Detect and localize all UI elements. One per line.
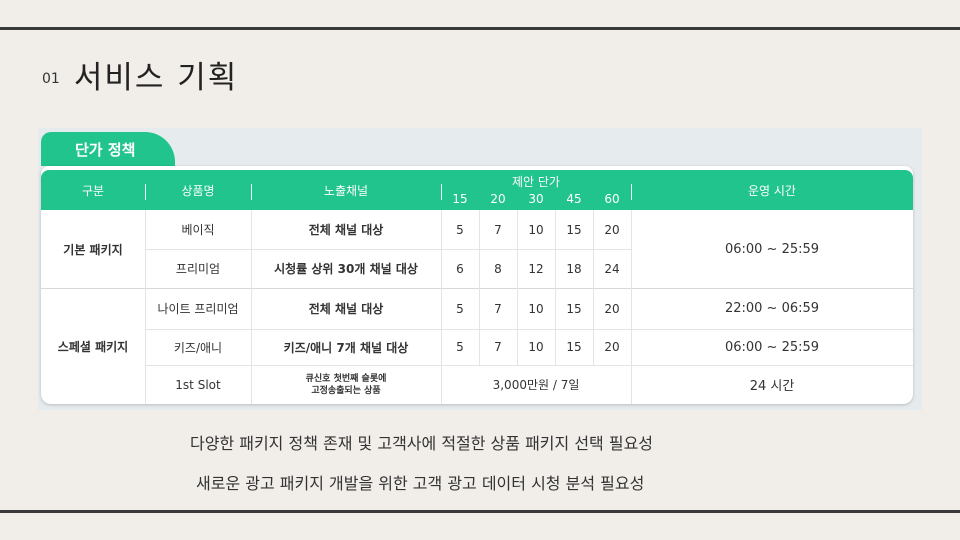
price-cell: 8 [494, 261, 502, 276]
price-cell: 15 [566, 222, 582, 237]
row-night-premium-product: 나이트 프리미엄 [157, 302, 239, 316]
header-price-15: 15 [452, 192, 468, 206]
group-special-package: 스페셜 패키지 [57, 339, 129, 354]
note-2: 새로운 광고 패키지 개발을 위한 고객 광고 데이터 시청 분석 필요성 [196, 474, 645, 493]
header-price-60: 60 [604, 192, 620, 206]
price-cell: 5 [456, 301, 464, 316]
slide-title-text: 서비스 기획 [73, 60, 239, 96]
col-divider [145, 210, 146, 404]
header-price: 제안 단가 [512, 174, 560, 189]
first-slot-hours: 24 시간 [749, 379, 795, 394]
slide-title: 01 서비스 기획 [42, 52, 238, 97]
row-premium-product: 프리미엄 [175, 262, 221, 276]
col-divider [517, 210, 518, 365]
header-price-30: 30 [528, 192, 544, 206]
first-slot-channel-line1: 큐신호 첫번째 슬롯에 [305, 373, 387, 384]
price-cell: 24 [604, 261, 620, 276]
row-first-slot-channel: 큐신호 첫번째 슬롯에 고정송출되는 상품 [251, 365, 441, 404]
row-basic-product: 베이직 [181, 223, 215, 237]
price-cell: 7 [494, 340, 502, 354]
header-separator [631, 184, 632, 200]
price-table: 구분 상품명 노출채널 제안 단가 15 20 30 45 60 운영 시간 기… [41, 166, 913, 404]
col-divider [631, 210, 632, 404]
price-cell: 5 [456, 222, 464, 237]
night-hours: 22:00 ~ 06:59 [724, 301, 820, 316]
header-separator [251, 184, 252, 200]
header-separator [145, 184, 146, 200]
row-night-premium-channel: 전체 채널 대상 [308, 302, 384, 316]
price-cell: 15 [566, 301, 582, 316]
row-divider [145, 249, 631, 250]
table-header: 구분 상품명 노출채널 제안 단가 15 20 30 45 60 운영 시간 [41, 170, 913, 210]
col-divider [555, 210, 556, 365]
slide-number: 01 [42, 71, 60, 87]
price-cell: 18 [566, 261, 582, 276]
group-divider [41, 288, 913, 289]
price-cell: 20 [604, 301, 620, 316]
price-cell: 10 [528, 222, 544, 237]
row-premium-channel: 시청률 상위 30개 채널 대상 [274, 262, 418, 276]
header-separator [441, 184, 442, 200]
col-divider [251, 210, 252, 404]
row-divider [145, 365, 913, 366]
basic-hours: 06:00 ~ 25:59 [724, 241, 820, 257]
price-cell: 15 [566, 340, 582, 354]
tab-price-policy[interactable]: 단가 정책 [41, 132, 175, 166]
row-kids-product: 키즈/애니 [173, 340, 223, 355]
col-divider [441, 210, 442, 404]
price-cell: 20 [604, 222, 620, 237]
row-first-slot-product: 1st Slot [175, 377, 221, 392]
price-cell: 5 [456, 340, 464, 354]
price-cell: 7 [494, 222, 502, 237]
price-cell: 7 [494, 301, 502, 316]
top-divider [0, 27, 960, 30]
header-hours: 운영 시간 [748, 183, 796, 198]
price-cell: 20 [604, 340, 620, 354]
price-cell: 6 [456, 261, 464, 276]
row-basic-channel: 전체 채널 대상 [308, 223, 384, 237]
price-cell: 12 [528, 261, 544, 276]
header-channel: 노출채널 [323, 183, 369, 198]
header-product: 상품명 [181, 183, 215, 198]
group-basic-package: 기본 패키지 [63, 242, 123, 257]
price-cell: 10 [528, 340, 544, 354]
bottom-divider [0, 510, 960, 513]
note-1: 다양한 패키지 정책 존재 및 고객사에 적절한 상품 패키지 선택 필요성 [190, 434, 654, 453]
header-price-20: 20 [490, 192, 506, 206]
row-kids-channel: 키즈/애니 7개 채널 대상 [283, 340, 409, 355]
col-divider [479, 210, 480, 365]
kids-hours: 06:00 ~ 25:59 [724, 339, 820, 355]
header-price-45: 45 [566, 192, 582, 206]
first-slot-price: 3,000만원 / 7일 [492, 378, 580, 392]
header-category: 구분 [81, 183, 105, 198]
col-divider [593, 210, 594, 365]
first-slot-channel-line2: 고정송출되는 상품 [311, 385, 381, 396]
price-cell: 10 [528, 301, 544, 316]
row-divider [145, 329, 913, 330]
